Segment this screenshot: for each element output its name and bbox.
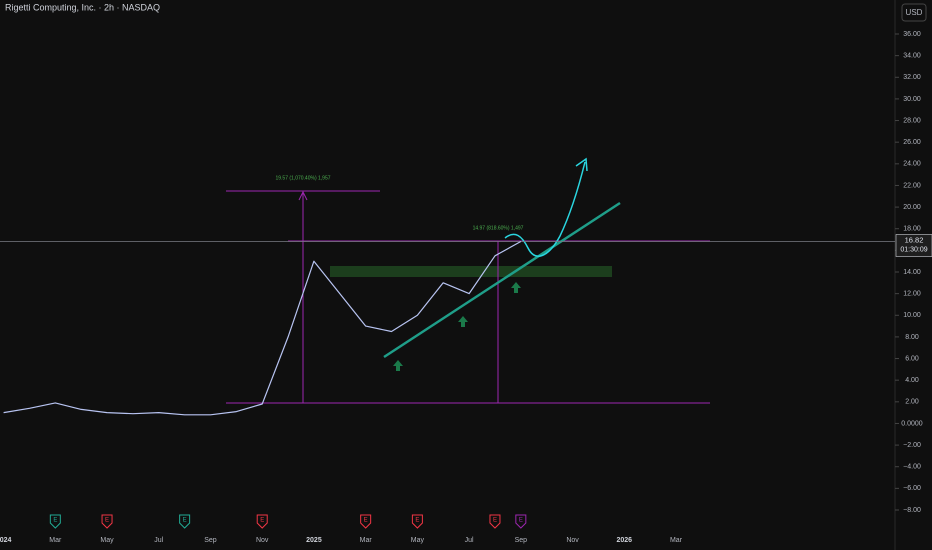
y-tick-label: −2.00	[903, 442, 921, 449]
y-tick-label: 8.00	[905, 334, 919, 341]
x-tick-label: Nov	[256, 537, 269, 544]
y-tick-label: 34.00	[903, 52, 921, 59]
y-tick-label: 4.00	[905, 377, 919, 384]
x-tick-label: Mar	[360, 537, 373, 544]
event-label: E	[519, 518, 523, 524]
y-tick-label: 6.00	[905, 355, 919, 362]
countdown: 01:30:09	[900, 246, 927, 253]
currency: USD	[906, 8, 923, 17]
measure-label: 19.57 (1,070.40%) 1,957	[275, 175, 330, 181]
event-label: E	[415, 518, 419, 524]
x-tick-label: Sep	[515, 537, 528, 544]
y-tick-label: −4.00	[903, 464, 921, 471]
up-arrow	[458, 316, 468, 327]
event-label: E	[53, 518, 57, 524]
y-tick-label: 24.00	[903, 161, 921, 168]
last-price-box	[895, 234, 932, 257]
measure-label: 14.97 (818.60%) 1,497	[473, 225, 524, 231]
event-label: E	[364, 518, 368, 524]
event-icon	[515, 514, 527, 529]
event-icon	[360, 514, 372, 529]
up-arrow	[511, 282, 521, 293]
x-tick-label: Jul	[154, 537, 163, 544]
x-tick-label: 2026	[616, 537, 632, 544]
y-tick-label: 12.00	[903, 290, 921, 297]
y-tick-label: 0.0000	[901, 420, 923, 427]
event-label: E	[105, 518, 109, 524]
event-label: E	[260, 518, 264, 524]
x-tick-label: Mar	[49, 537, 62, 544]
currency-box[interactable]	[901, 3, 927, 22]
event-label: E	[493, 518, 497, 524]
y-tick-label: 10.00	[903, 312, 921, 319]
y-tick-label: 22.00	[903, 182, 921, 189]
projection-curve	[504, 161, 586, 257]
event-icon	[179, 514, 191, 529]
x-tick-label: Mar	[670, 537, 683, 544]
trend-line	[383, 201, 621, 359]
last-price-label: 16.82	[905, 235, 924, 244]
y-tick-label: 18.00	[903, 226, 921, 233]
y-tick-label: 32.00	[903, 74, 921, 81]
measure-arrow	[298, 190, 308, 201]
event-icon	[101, 514, 113, 529]
y-tick-label: 2.00	[905, 399, 919, 406]
x-tick-label: Jul	[465, 537, 474, 544]
x-tick-label: Sep	[204, 537, 217, 544]
y-tick-label: 28.00	[903, 117, 921, 124]
y-tick-label: 30.00	[903, 96, 921, 103]
drawings	[226, 157, 710, 404]
y-tick-label: −6.00	[903, 485, 921, 492]
x-tick-label: 2025	[306, 537, 322, 544]
x-tick-label: May	[411, 537, 425, 544]
x-tick-label: 2024	[0, 537, 11, 544]
event-icon	[411, 514, 423, 529]
y-tick-label: 26.00	[903, 139, 921, 146]
up-arrow	[393, 360, 403, 371]
event-icon	[49, 514, 61, 529]
y-tick-label: 14.00	[903, 269, 921, 276]
event-icon	[489, 514, 501, 529]
support-zone	[330, 266, 612, 277]
y-tick-label: −8.00	[903, 507, 921, 514]
event-icon	[256, 514, 268, 529]
x-tick-label: Nov	[566, 537, 579, 544]
y-tick-label: 36.00	[903, 31, 921, 38]
y-tick-label: 20.00	[903, 204, 921, 211]
event-label: E	[183, 518, 187, 524]
projection-arrow	[575, 157, 588, 172]
price-line	[3, 240, 522, 416]
chart-title: Rigetti Computing, Inc. · 2h · NASDAQ	[5, 2, 160, 12]
x-tick-label: May	[100, 537, 114, 544]
